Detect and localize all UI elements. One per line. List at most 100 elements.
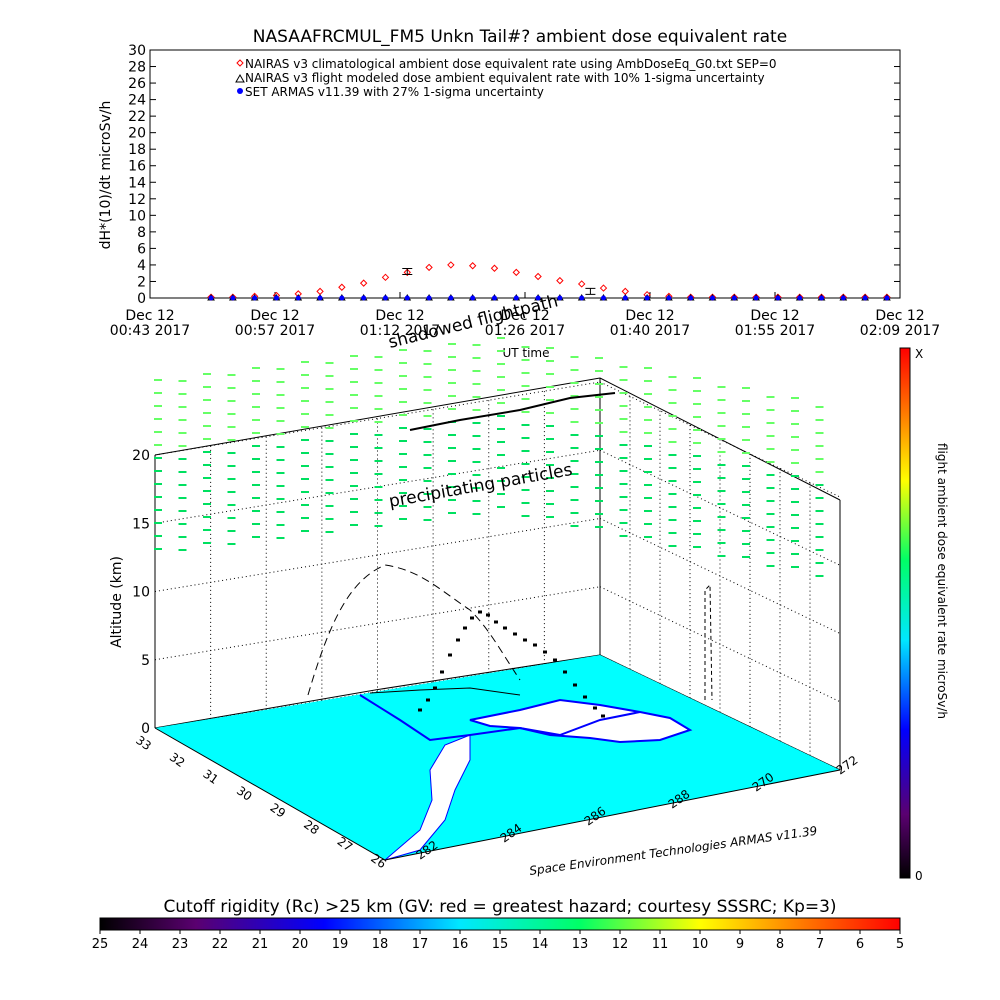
colorbar-tick-label: 11: [652, 937, 669, 952]
y-tick-label: 10: [128, 208, 146, 224]
flight-point: [440, 670, 444, 674]
flight-point: [553, 658, 557, 662]
flight-point: [573, 683, 577, 687]
climatological-point: [490, 264, 499, 272]
bottom-colorbar-ticks: 25 24 23 22 21 20 19 18 17 16 15 14 13 12 11 10 9 8 7 6 5: [92, 930, 904, 952]
flight-shadow-path: [307, 564, 521, 696]
grid-line-side: [599, 586, 841, 703]
altitude-ticks: 0 5 10 15 20: [132, 448, 150, 737]
y-tick-label: 26: [128, 76, 146, 92]
colorbar-tick-label: 8: [776, 937, 784, 952]
latitude-tick-label: 31: [200, 767, 221, 787]
armas-point: [404, 295, 410, 301]
colorbar-tick-label: 6: [856, 937, 864, 952]
flight-descent-path: [704, 583, 713, 701]
climatological-point: [599, 284, 608, 292]
climatological-point: [403, 268, 411, 277]
flight-point: [486, 613, 490, 617]
legend-marker-armas: [237, 88, 243, 94]
armas-point: [775, 295, 781, 301]
longitude-tick-label: 272: [834, 753, 861, 778]
flight-point: [470, 616, 474, 620]
grid-line-side: [599, 381, 841, 498]
flight-point: [494, 620, 498, 624]
armas-point: [361, 295, 367, 301]
latitude-tick-label: 33: [133, 733, 154, 753]
x-tick-label-time: 01:40 2017: [610, 323, 690, 339]
error-bar: [585, 287, 596, 295]
flight-point: [433, 686, 437, 690]
climatological-point: [359, 279, 368, 287]
colorbar-tick-label: 23: [172, 937, 189, 952]
right-colorbar: [899, 347, 911, 879]
flight-point: [601, 714, 605, 718]
armas-point: [862, 295, 868, 301]
colorbar-tick-label: 10: [692, 937, 709, 952]
armas-point: [426, 295, 432, 301]
y-tick-label: 22: [128, 109, 146, 125]
colorbar-tick-label: 19: [332, 937, 349, 952]
legend-entry-climatological: NAIRAS v3 climatological ambient dose eq…: [245, 57, 777, 71]
colorbar-tick-label: 21: [252, 937, 269, 952]
climatological-point: [338, 283, 346, 291]
colorbar-tick-label: 7: [816, 937, 824, 952]
climatological-point: [316, 287, 324, 296]
armas-point: [753, 295, 759, 301]
armas-point: [513, 295, 519, 301]
legend-entry-armas: SET ARMAS v11.39 with 27% 1-sigma uncert…: [245, 85, 544, 99]
armas-point: [382, 295, 388, 301]
armas-point: [317, 295, 323, 301]
y-tick-label: 16: [128, 159, 146, 175]
flight-point: [463, 626, 467, 630]
armas-point: [208, 295, 214, 301]
climatological-point: [447, 261, 455, 269]
climatological-point: [512, 268, 520, 277]
x-tick-label-date: Dec 12: [375, 308, 424, 324]
armas-point: [622, 295, 628, 301]
colorbar-tick-label: 12: [612, 937, 629, 952]
armas-point: [448, 295, 454, 301]
armas-point: [644, 295, 650, 301]
armas-point: [295, 295, 301, 301]
altitude-tick-label: 20: [132, 448, 150, 464]
chart-title: NASAAFRCMUL_FM5 Unkn Tail#? ambient dose…: [253, 27, 787, 47]
armas-point: [230, 295, 236, 301]
colorbar-tick-label: 15: [492, 937, 509, 952]
y-tick-label: 14: [128, 175, 146, 191]
colorbar-tick-label: 16: [452, 937, 469, 952]
x-tick-label-time: 01:55 2017: [735, 323, 815, 339]
credit-annotation: Space Environment Technologies ARMAS v11…: [528, 824, 818, 878]
colorbar-tick-label: 5: [896, 937, 904, 952]
latitude-tick-label: 29: [268, 800, 289, 820]
map-border-line: [369, 687, 521, 696]
climatological-point: [577, 280, 586, 288]
flight-point: [583, 695, 587, 699]
map-sea-gulf: [469, 698, 693, 744]
right-colorbar-bottom-label: 0: [915, 869, 923, 883]
armas-point: [731, 295, 737, 301]
x-tick-label-date: Dec 12: [875, 308, 924, 324]
x-tick-label-date: Dec 12: [125, 308, 174, 324]
flight-point: [533, 643, 537, 647]
x-tick-label-time: 01:12 2017: [360, 323, 440, 339]
top-chart-legend: NAIRAS v3 climatological ambient dose eq…: [235, 57, 777, 99]
armas-point: [535, 295, 541, 301]
altitude-tick-label: 15: [132, 516, 150, 532]
x-tick-label-time: 01:26 2017: [485, 323, 565, 339]
legend-marker-climatological: [236, 59, 244, 67]
y-tick-label: 30: [128, 43, 146, 59]
climatological-point: [621, 287, 629, 296]
armas-point: [797, 295, 803, 301]
flight-point: [543, 650, 547, 654]
flight-point: [448, 653, 452, 657]
x-tick-label-date: Dec 12: [500, 308, 549, 324]
flight-point: [523, 638, 527, 642]
flight-path-points: [418, 610, 605, 718]
altitude-label: Altitude (km): [109, 556, 125, 648]
y-tick-label: 28: [128, 60, 146, 76]
right-colorbar-title: flight ambient dose equivalent rate micr…: [935, 443, 949, 719]
climatological-point: [468, 262, 477, 270]
top-chart-x-label: UT time: [502, 346, 549, 360]
bottom-colorbar: [99, 917, 901, 931]
